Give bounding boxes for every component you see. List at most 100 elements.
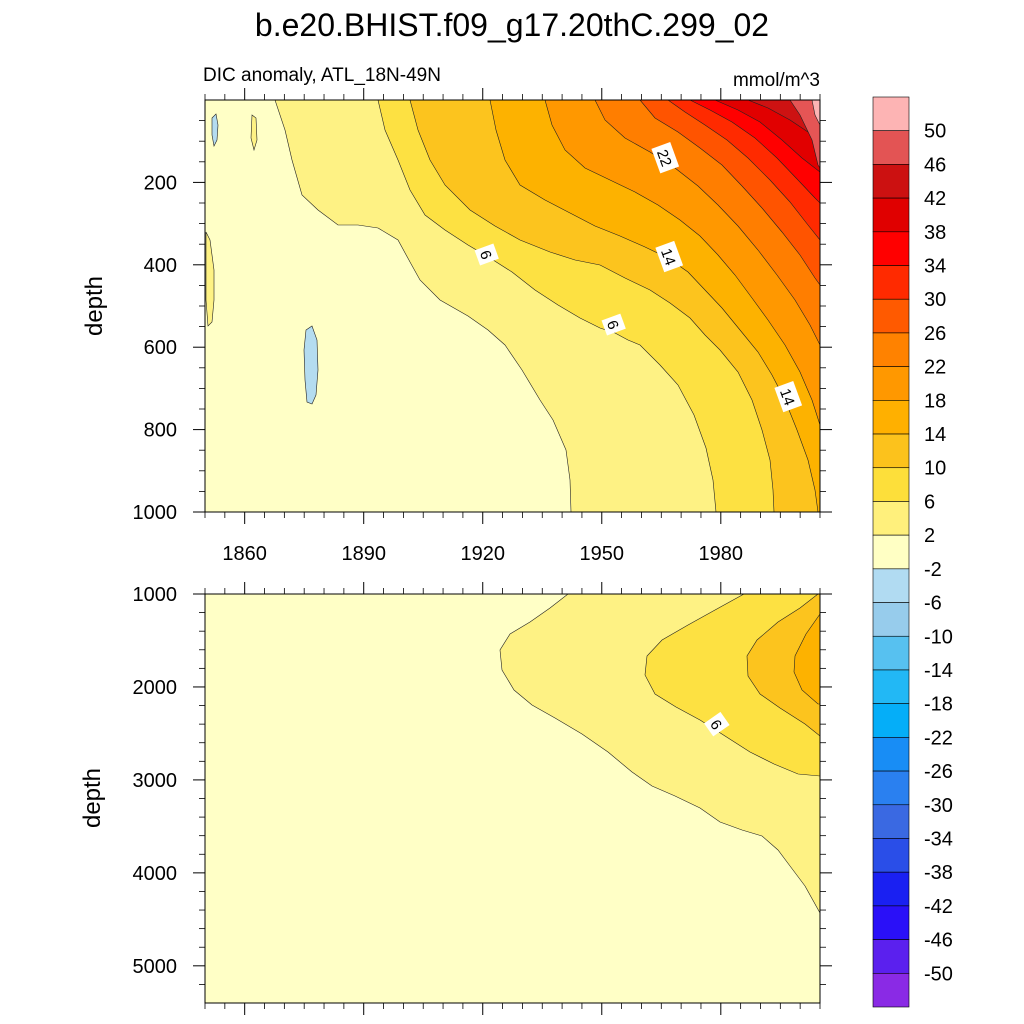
colorbar-swatch: [872, 164, 910, 199]
lower-y-axis-label: depth: [79, 768, 106, 828]
contour-label-bg: [651, 142, 680, 174]
colorbar-swatch: [872, 635, 910, 671]
upper-warm-patch-1: [205, 231, 215, 327]
colorbar-swatch: [872, 400, 910, 435]
colorbar-label: -50: [924, 963, 953, 985]
lower-y-ticks: 1000 2000 3000 4000 5000: [133, 584, 832, 985]
colorbar-label: 42: [924, 188, 946, 210]
colorbar-label: -14: [924, 660, 953, 682]
contour-label: 6: [474, 243, 499, 266]
colorbar-label: -2: [924, 559, 942, 581]
upper-contour-labels: 22 6 14 6 14: [474, 142, 803, 413]
colorbar-swatch: [872, 231, 910, 266]
colorbar-swatch: [872, 838, 910, 873]
colorbar-label: 6: [924, 491, 935, 513]
upper-negative-patch-1: [211, 113, 219, 147]
upper-x-ticks: 1860 1890 1920 1950 1980: [204, 88, 821, 565]
colorbar-label: 10: [924, 458, 946, 480]
contour-label-bg: [474, 243, 499, 266]
contour-label-bg: [655, 240, 684, 273]
upper-y-tick-label: 200: [144, 172, 177, 194]
lower-y-tick-label: 5000: [133, 956, 178, 978]
lower-y-tick-label: 1000: [133, 584, 178, 606]
colorbar-swatch: [872, 669, 910, 704]
lower-axes: 1000 2000 3000 4000 5000 6 depth: [79, 582, 832, 1015]
colorbar-label: -46: [924, 930, 953, 952]
colorbar-swatch: [872, 770, 910, 806]
lower-y-tick-label: 2000: [133, 677, 178, 699]
colorbar-label: -6: [924, 593, 942, 615]
contour-label-bg: [774, 381, 803, 413]
contour-label: 6: [704, 711, 730, 737]
colorbar-swatch: [872, 737, 910, 772]
colorbar-swatch: [872, 905, 910, 940]
upper-y-tick-label: 400: [144, 255, 177, 277]
colorbar-swatch: [872, 703, 910, 738]
contour-label-bg: [601, 313, 626, 336]
colorbar-swatch: [872, 197, 910, 233]
contour-label-text: 14: [657, 246, 679, 267]
colorbar-label: 26: [924, 323, 946, 345]
contour-label: 6: [601, 313, 626, 336]
colorbar-swatch: [872, 433, 910, 469]
upper-negative-patch-2: [303, 325, 319, 405]
lower-x-ticks: [204, 582, 821, 1015]
colorbar-label: 18: [924, 390, 946, 412]
contour-label: 14: [655, 240, 684, 273]
upper-axes: 1860 1890 1920 1950 1980 200 400 600 800 1000 22…: [81, 88, 832, 565]
contour-label-bg: [704, 711, 730, 737]
upper-fill-50: [811, 100, 820, 126]
colorbar-label: 22: [924, 357, 946, 379]
upper-x-tick-label: 1890: [341, 543, 386, 565]
colorbar-swatch: [872, 467, 910, 502]
colorbar-label: -10: [924, 626, 953, 648]
contour-label-text: 22: [653, 147, 675, 168]
colorbar-swatch: [872, 501, 910, 536]
contour-label: 14: [774, 381, 803, 413]
colorbar-label: -42: [924, 896, 953, 918]
colorbar-label: 50: [924, 121, 946, 143]
colorbar-label: 34: [924, 256, 946, 278]
colorbar: 50 46 42 38 34 30 26 22 18 14 10 6 2 -2 -6 -10 -14 -18 -22…: [872, 96, 953, 1008]
upper-fill-46-50: [789, 100, 820, 169]
colorbar-swatch: [872, 972, 910, 1008]
upper-panel: [205, 100, 820, 512]
units-label: mmol/m^3: [733, 70, 820, 91]
upper-y-ticks: 200 400 600 800 1000: [133, 120, 832, 524]
colorbar-label: 46: [924, 154, 946, 176]
lower-y-tick-label: 4000: [133, 863, 178, 885]
colorbar-label: -22: [924, 727, 953, 749]
contour-label: 22: [651, 142, 680, 174]
upper-y-axis-label: depth: [81, 276, 108, 336]
colorbar-swatch: [872, 130, 910, 165]
colorbar-swatch: [872, 534, 910, 570]
upper-x-tick-label: 1860: [222, 543, 267, 565]
upper-warm-patch-2: [250, 114, 258, 152]
contour-label-text: 14: [776, 386, 798, 407]
upper-y-tick-label: 600: [144, 337, 177, 359]
colorbar-label: -18: [924, 694, 953, 716]
upper-x-tick-label: 1920: [460, 543, 505, 565]
upper-x-tick-label: 1950: [580, 543, 625, 565]
colorbar-swatch: [872, 602, 910, 637]
colorbar-swatch: [872, 298, 910, 334]
lower-panel: [205, 594, 820, 1003]
colorbar-label: -34: [924, 828, 953, 850]
subtitle-left: DIC anomaly, ATL_18N-49N: [203, 65, 441, 86]
colorbar-label: -38: [924, 862, 953, 884]
lower-y-tick-label: 3000: [133, 770, 178, 792]
colorbar-label: -30: [924, 795, 953, 817]
colorbar-label: 38: [924, 222, 946, 244]
colorbar-swatch: [872, 332, 910, 367]
upper-y-tick-label: 800: [144, 420, 177, 442]
colorbar-label: 14: [924, 424, 946, 446]
colorbar-swatch: [872, 939, 910, 974]
upper-y-tick-label: 1000: [133, 502, 178, 524]
upper-x-tick-label: 1980: [699, 543, 744, 565]
colorbar-swatch: [872, 804, 910, 839]
colorbar-swatch: [872, 871, 910, 907]
colorbar-label: 2: [924, 525, 935, 547]
lower-fill-10-14: [746, 594, 820, 737]
colorbar-swatch: [872, 96, 910, 132]
